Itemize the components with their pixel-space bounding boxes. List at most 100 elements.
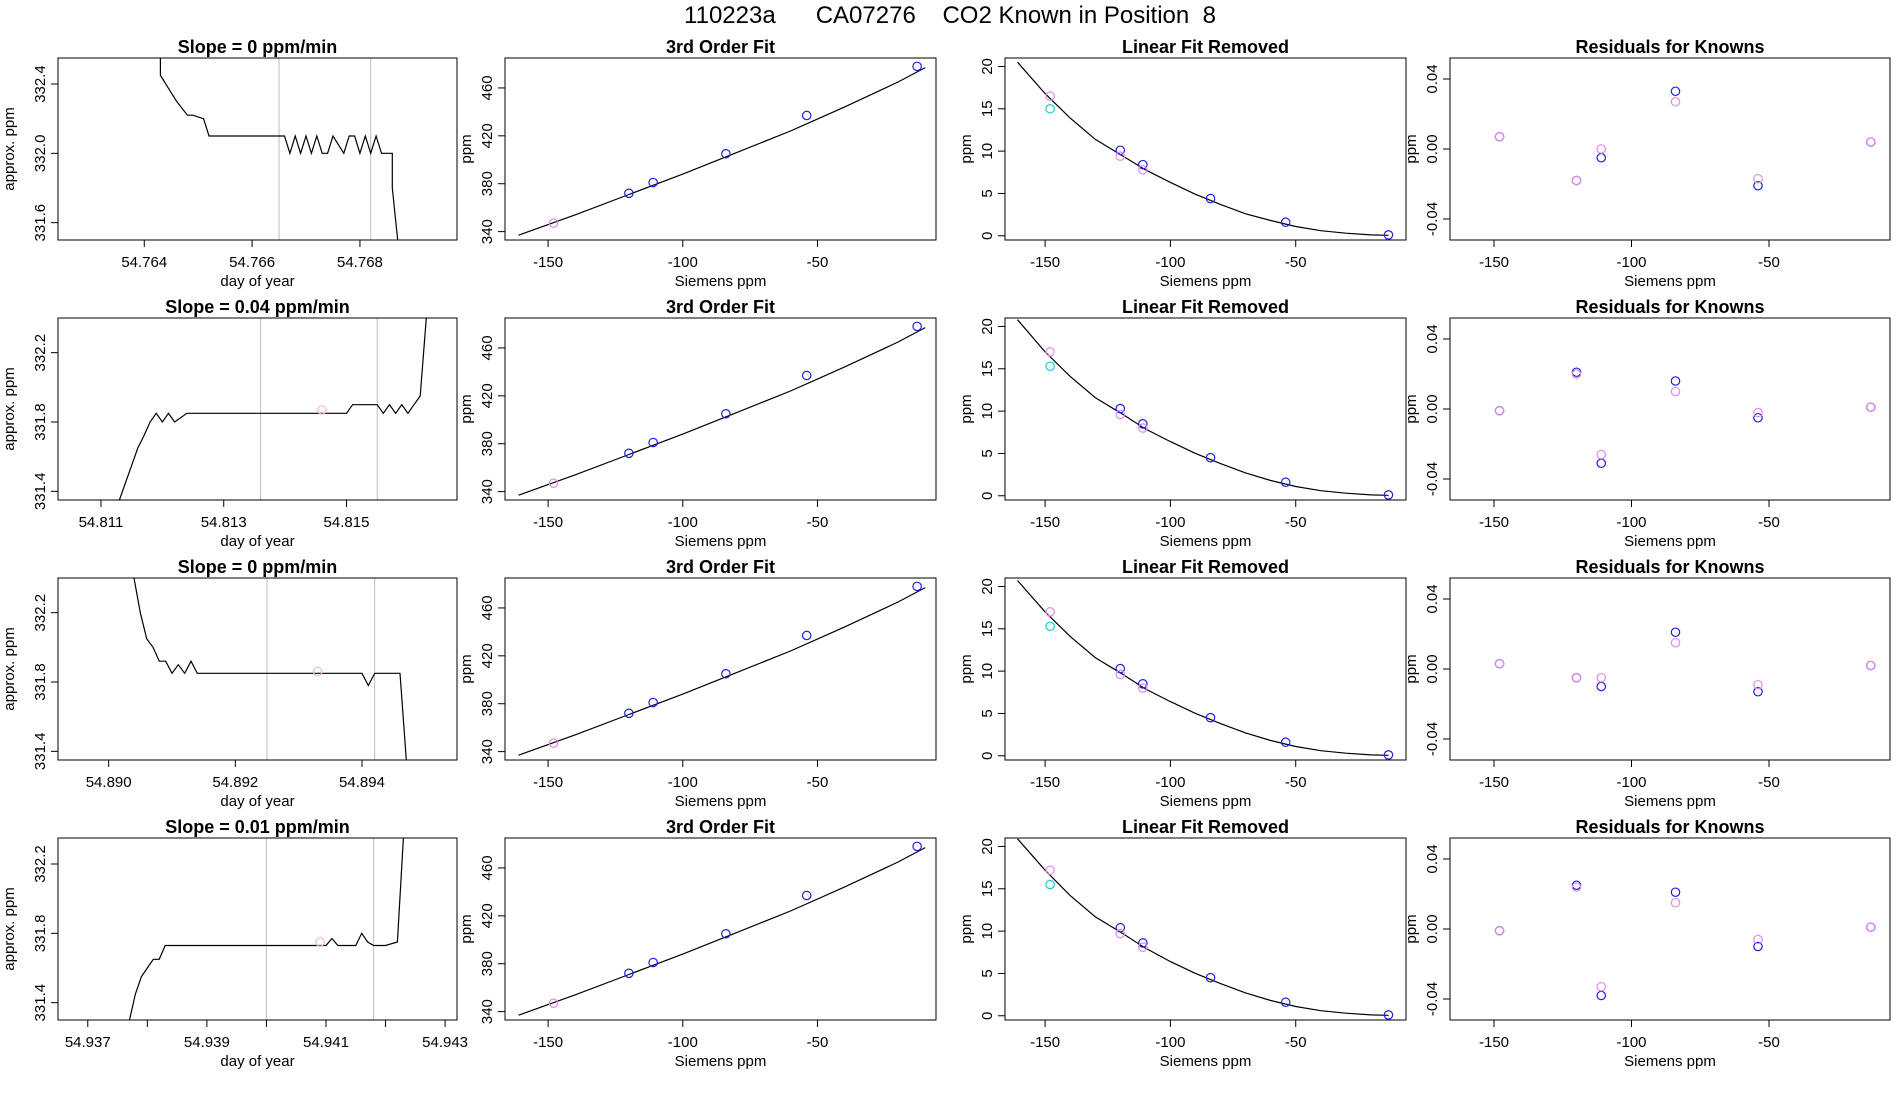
panel-r4-c3-frame	[1004, 837, 1407, 1021]
panel-r4-c3-point-5	[1138, 942, 1148, 952]
panel-r2-c1-xlabel: day of year	[220, 533, 294, 550]
panel-r2-c3-point-2	[1115, 403, 1126, 414]
panel-r4-c4-point-11	[1865, 922, 1876, 933]
panel-r3-c3-xtick-label-0: -150	[1030, 774, 1060, 791]
panel-r2-c2-ytick-label-1: 380	[479, 431, 496, 456]
panel-r1-c2-xtick-label-2: -50	[807, 254, 829, 271]
panel-r3-c3-point-6	[1205, 712, 1216, 723]
panel-r4-c4-point-7	[1670, 897, 1681, 908]
panel-r2-c3-point-3	[1115, 409, 1126, 420]
panel-r1-c2-frame	[504, 57, 937, 241]
panel-r1-c4-ytick-label-0: -0.04	[1424, 202, 1441, 236]
panel-r2-c4-ytick-label-0: -0.04	[1424, 462, 1441, 496]
panel-r3-c1-xtick-label-2: 54.894	[339, 774, 385, 791]
panel-r2-c2-ytick-label-2: 420	[479, 383, 496, 408]
panel-r3-c4: Residuals for Knowns -150 -100 -50 Siemens p…	[1403, 557, 1891, 810]
panel-r3-c2-point-2	[648, 697, 658, 708]
panel-r1-c3-point-1	[1045, 103, 1055, 114]
panel-r1-c1-trace-line	[159, 58, 399, 240]
panel-r4-c1-ytick-label-0: 331.4	[32, 984, 49, 1022]
panel-r4-c3-ytick-label-1: 5	[979, 969, 996, 977]
panel-r2-c2-xtick-label-2: -50	[807, 514, 829, 531]
panel-r1-c2-ytick-label-0: 340	[479, 219, 496, 244]
panel-r4-c4-ytick-label-2: 0.04	[1424, 844, 1441, 873]
panel-r2-c1-point-0	[317, 405, 327, 415]
panel-r3-c2-title: 3rd Order Fit	[666, 557, 775, 577]
panel-r4-c4-xtick-label-1: -100	[1616, 1034, 1646, 1051]
panel-r3-c2-point-3	[721, 668, 731, 679]
panel-r2-c1-xtick-label-0: 54.811	[79, 514, 124, 531]
panel-r3-c4-point-9	[1753, 679, 1763, 690]
panel-r4-c4-point-6	[1670, 887, 1681, 898]
panel-r1-c3-ytick-label-2: 10	[979, 143, 996, 160]
panel-r3-c2-ylabel: ppm	[458, 654, 475, 683]
panel-r1-c3-fit-curve	[1017, 61, 1389, 236]
panel-r2-c1-xtick-label-2: 54.815	[324, 514, 370, 531]
panel-r2-c2-point-1	[624, 448, 634, 459]
panel-r4-c1-xtick-label-6: 54.943	[422, 1034, 468, 1051]
panel-r2-c4-point-6	[1670, 376, 1681, 386]
panel-r4-c3-plot-area	[1017, 838, 1394, 1020]
page-title: 110223a CA07276 CO2 Known in Position 8	[684, 2, 1216, 29]
panel-r1-c2-xtick-label-1: -100	[668, 254, 698, 271]
panel-r4-c1-xlabel: day of year	[220, 1053, 294, 1070]
panel-r3-c4-ytick-label-2: 0.04	[1424, 584, 1441, 613]
panel-r4-c2-ytick-label-1: 380	[479, 951, 496, 976]
panel-r1-c3-ytick-label-3: 15	[979, 100, 996, 117]
panel-r2-c2-fit-curve	[518, 327, 926, 496]
panel-r4-c1-ytick-label-1: 331.8	[32, 915, 49, 953]
panel-r4-c1-plot-area	[128, 838, 404, 1020]
panel-r4-c4-point-8	[1753, 941, 1763, 952]
panel-r2-c4-ylabel: ppm	[1403, 394, 1420, 423]
panel-r2-c4-point-11	[1865, 402, 1876, 413]
panel-r3-c4-xtick-label-1: -100	[1616, 774, 1646, 791]
panel-r1-c4-xtick-label-0: -150	[1479, 254, 1509, 271]
panel-r4-c2-point-2	[648, 957, 658, 968]
panel-r1-c3-point-7	[1280, 217, 1291, 228]
panel-r2-c2-point-4	[801, 370, 812, 381]
panel-r2-c3-title: Linear Fit Removed	[1122, 297, 1289, 317]
panel-r4-c2-frame	[504, 837, 937, 1021]
panel-r3-c4-point-5	[1596, 672, 1607, 683]
panel-r1-c3-point-2	[1115, 145, 1126, 156]
panel-r1-c3-xtick-label-1: -100	[1155, 254, 1185, 271]
panel-r2-c4-ytick-label-2: 0.04	[1424, 324, 1441, 353]
panel-r3-c1-xlabel: day of year	[220, 793, 294, 810]
panel-r1-c1-frame	[57, 57, 458, 241]
panel-r2-c3-ytick-label-3: 15	[979, 360, 996, 377]
panel-r4-c3-point-4	[1138, 938, 1148, 948]
panel-r3-c4-point-11	[1865, 660, 1876, 671]
panel-r2-c3-frame	[1004, 317, 1407, 501]
panel-r3-c3-point-0	[1045, 607, 1055, 617]
panel-r3-c3-ytick-label-1: 5	[979, 709, 996, 717]
panel-r4-c3-point-0	[1045, 865, 1055, 875]
panel-r3-c4-ylabel: ppm	[1403, 654, 1420, 683]
panel-r1-c4-point-6	[1670, 86, 1681, 97]
panel-r3-c1-ytick-label-0: 331.4	[32, 733, 49, 771]
panel-r4-c2-ylabel: ppm	[458, 914, 475, 943]
panel-r2-c2-xtick-label-1: -100	[668, 514, 698, 531]
panel-r3-c1-plot-area	[133, 578, 407, 760]
panel-r1-c3: Linear Fit Removed -150 -100 -50 Siemens ppm…	[958, 37, 1407, 290]
panel-r3-c1-trace-line	[133, 578, 407, 760]
panel-r4-c3-point-2	[1115, 922, 1126, 933]
panel-r4-c4-ytick-label-1: 0.00	[1424, 914, 1441, 943]
panel-r4-c2-ytick-label-2: 420	[479, 903, 496, 928]
panel-r2-c3-xtick-label-2: -50	[1285, 514, 1307, 531]
panel-r2-c2-point-2	[648, 437, 658, 448]
panel-r4-c3-point-3	[1115, 928, 1126, 939]
panel-r3-c2-ytick-label-0: 340	[479, 739, 496, 764]
panel-r1-c1-xtick-label-1: 54.766	[229, 254, 275, 271]
panel-r2-c3-point-7	[1280, 477, 1291, 488]
panel-r1-c1-title: Slope = 0 ppm/min	[178, 37, 338, 57]
panel-r4-c3-title: Linear Fit Removed	[1122, 817, 1289, 837]
panel-r4-c4-xtick-label-0: -150	[1479, 1034, 1509, 1051]
panel-r2-c3-ylabel: ppm	[958, 394, 975, 423]
panel-r3-c3-ytick-label-4: 20	[979, 578, 996, 595]
panel-r2-c3-point-8	[1383, 490, 1394, 500]
panel-r4-c3-xtick-label-2: -50	[1285, 1034, 1307, 1051]
panel-r1-c2-ytick-label-2: 420	[479, 123, 496, 148]
panel-r1-c3-xlabel: Siemens ppm	[1160, 273, 1252, 290]
panel-r4-c3-point-1	[1045, 879, 1055, 890]
panel-r3-c3-ylabel: ppm	[958, 654, 975, 683]
